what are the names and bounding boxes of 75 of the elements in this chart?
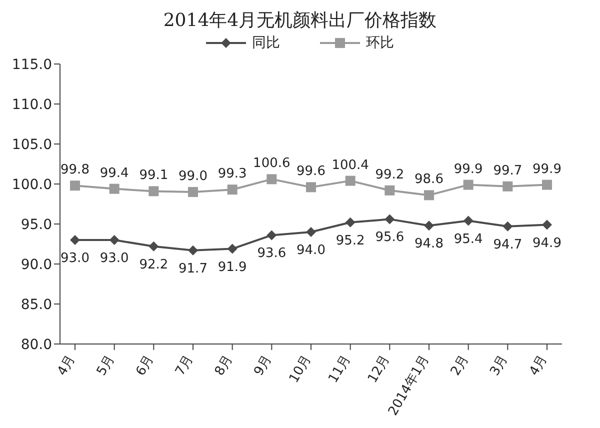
data-label: 94.7 (493, 237, 522, 252)
y-tick-label: 105.0 (12, 136, 52, 153)
y-tick-label: 90.0 (20, 256, 52, 273)
x-tick-label: 4月 (526, 352, 550, 378)
x-tick-label: 9月 (252, 352, 276, 378)
point (424, 190, 434, 200)
data-label: 100.6 (253, 156, 290, 172)
data-label: 95.2 (336, 233, 365, 248)
point (188, 245, 198, 256)
data-label: 99.6 (296, 164, 326, 180)
point (70, 180, 80, 191)
point (424, 220, 434, 231)
data-label: 91.9 (218, 260, 247, 275)
data-label: 99.0 (178, 169, 208, 184)
x-tick-label: 7月 (172, 352, 196, 378)
x-tick-label: 8月 (212, 352, 236, 378)
point (306, 182, 316, 192)
data-label: 100.4 (332, 158, 369, 173)
x-tick-label: 3月 (488, 352, 512, 378)
point (502, 181, 513, 192)
point (306, 227, 316, 237)
x-tick-label: 10月 (286, 352, 314, 386)
data-label: 99.9 (532, 162, 562, 177)
x-tick-label: 11月 (326, 352, 354, 386)
data-label: 99.3 (218, 166, 247, 182)
legend-label: 环比 (366, 34, 394, 52)
y-tick-label: 115.0 (12, 56, 52, 73)
data-label: 99.4 (100, 166, 129, 181)
legend-label: 同比 (252, 34, 280, 52)
y-tick-label: 80.0 (20, 336, 52, 353)
point (227, 244, 238, 254)
point (384, 185, 395, 196)
data-label: 94.9 (532, 236, 562, 251)
data-label: 98.6 (414, 172, 444, 188)
point (148, 241, 159, 252)
point (345, 217, 356, 228)
y-tick-label: 95.0 (20, 216, 52, 233)
data-label: 94.0 (296, 243, 326, 258)
data-label: 92.2 (139, 257, 168, 272)
data-label: 95.6 (375, 230, 404, 246)
x-tick-label: 12月 (365, 352, 394, 386)
y-tick-label: 100.0 (12, 176, 52, 193)
point (109, 235, 120, 245)
x-tick-label: 5月 (94, 352, 118, 378)
x-tick-label: 2月 (448, 352, 472, 378)
point (542, 220, 552, 230)
data-label: 93.6 (257, 246, 286, 262)
point (188, 187, 198, 197)
data-label: 99.8 (60, 162, 90, 178)
point (227, 184, 238, 195)
point (542, 180, 552, 190)
y-tick-label: 110.0 (12, 96, 52, 113)
data-label: 94.8 (414, 236, 444, 252)
data-label: 91.7 (178, 261, 208, 276)
data-label: 99.1 (139, 168, 168, 184)
point (70, 235, 80, 245)
x-tick-label: 4月 (54, 352, 78, 378)
x-tick-label: 6月 (134, 352, 158, 378)
point (463, 216, 474, 226)
data-label: 93.0 (60, 251, 90, 266)
data-label: 99.9 (454, 162, 483, 177)
point (109, 184, 120, 194)
data-label: 93.0 (100, 251, 129, 266)
data-label: 95.4 (454, 232, 483, 247)
point (463, 180, 474, 190)
chart-title: 2014年4月无机颜料出厂价格指数 (162, 9, 438, 32)
point (148, 186, 159, 196)
y-tick-label: 85.0 (20, 296, 52, 313)
point (384, 214, 395, 224)
point (266, 230, 277, 240)
data-label: 99.7 (493, 163, 522, 178)
point (345, 176, 356, 186)
data-label: 99.2 (375, 167, 404, 182)
point (266, 174, 277, 184)
point (502, 221, 513, 232)
